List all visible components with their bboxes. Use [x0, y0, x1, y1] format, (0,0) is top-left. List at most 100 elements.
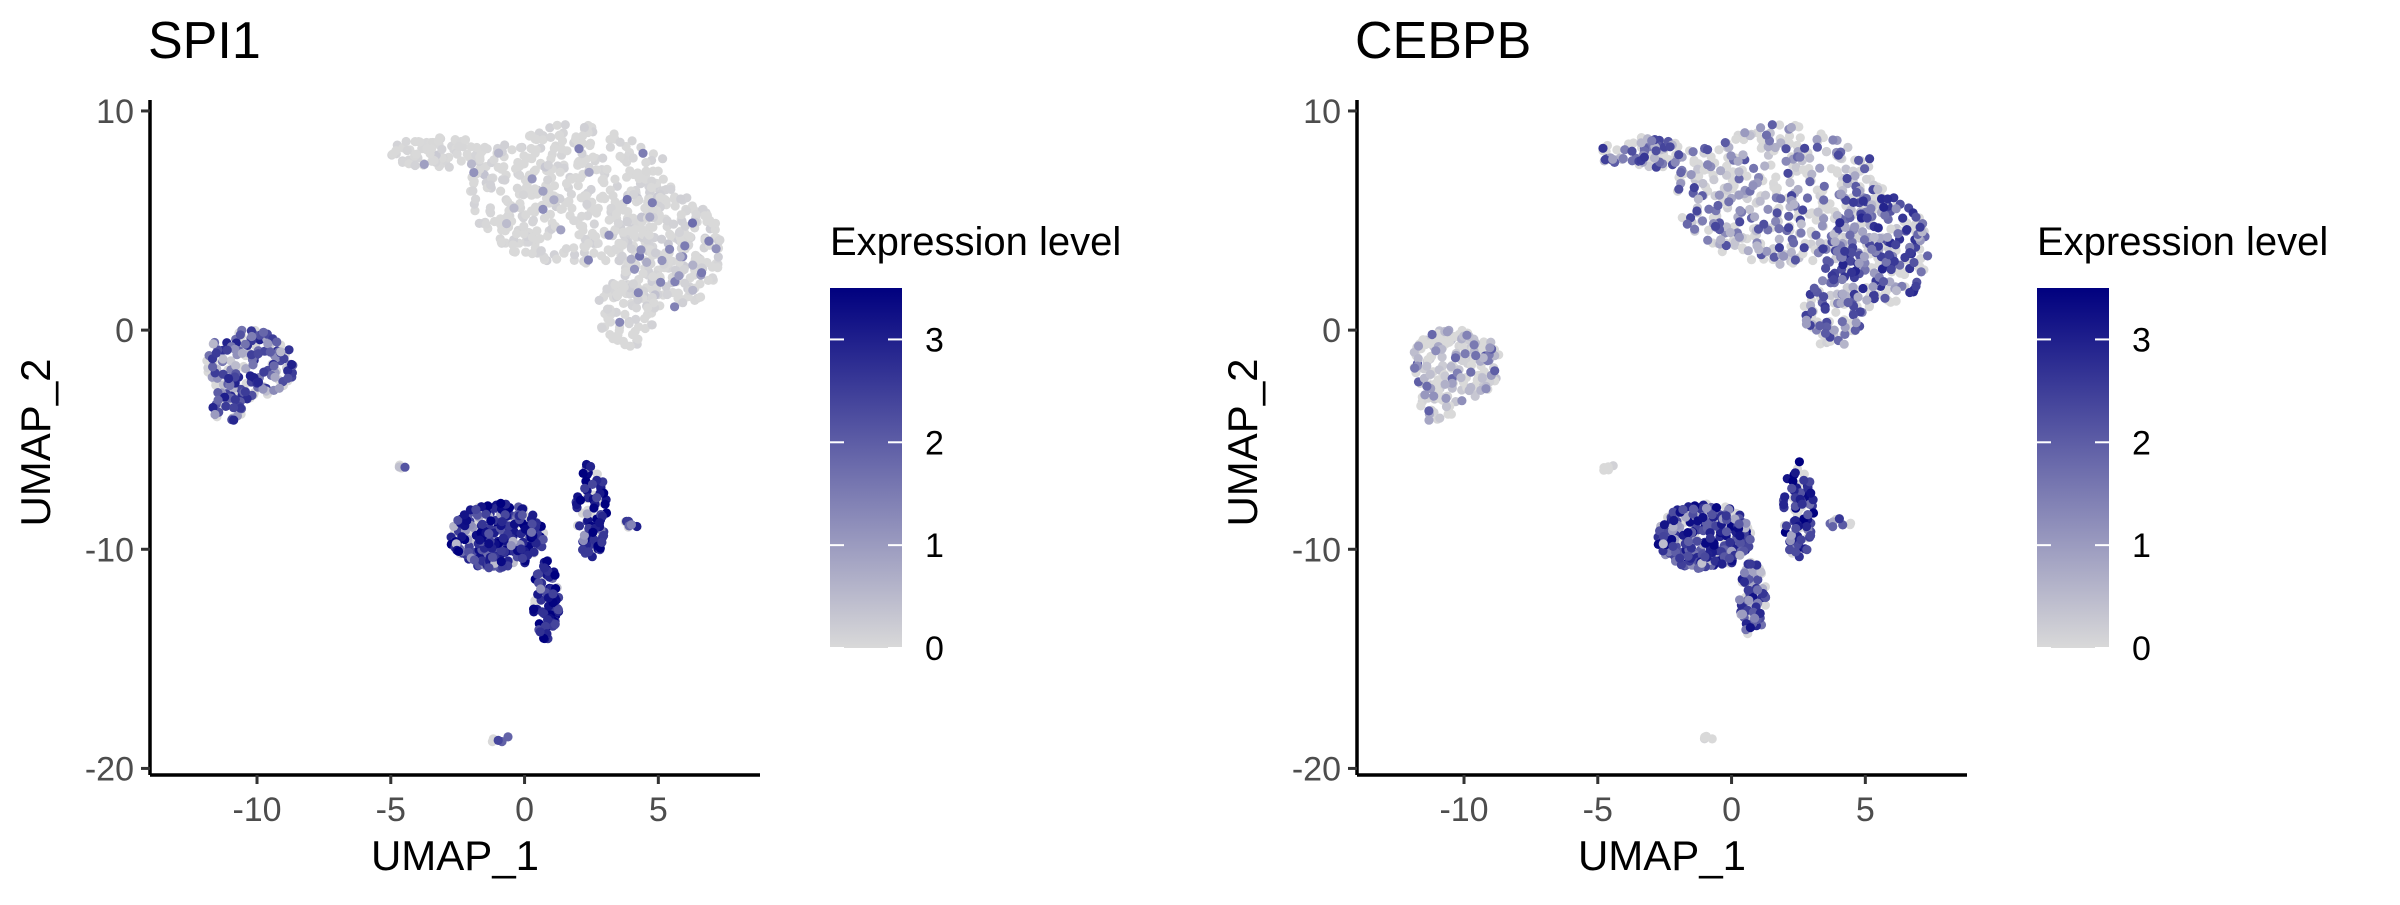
- cell-point: [1911, 212, 1921, 222]
- cell-point: [666, 184, 676, 194]
- cell-point: [208, 402, 218, 413]
- cell-point: [498, 533, 508, 543]
- cell-point: [1837, 317, 1847, 327]
- cell-point: [700, 211, 710, 221]
- cell-point: [1772, 208, 1782, 218]
- cell-point: [666, 231, 676, 241]
- cell-point: [1786, 247, 1796, 258]
- cell-point: [1704, 225, 1714, 235]
- color-legend: Expression level 0 1 2 3: [830, 220, 1121, 668]
- x-axis-ticks: -10 -5 0 5: [1439, 775, 1875, 829]
- cell-point: [1740, 128, 1750, 138]
- cell-point: [1820, 304, 1830, 314]
- cell-point: [1837, 274, 1847, 285]
- cell-point: [1889, 256, 1899, 266]
- cell-point: [1789, 238, 1799, 248]
- cell-point: [1819, 292, 1829, 302]
- cell-point: [629, 264, 640, 274]
- cell-point: [680, 241, 690, 251]
- cell-point: [1440, 379, 1450, 389]
- cell-point: [1743, 585, 1753, 595]
- cell-point: [676, 194, 686, 204]
- cell-point: [284, 345, 294, 355]
- x-tick-label: 0: [1722, 791, 1741, 829]
- cell-point: [1879, 202, 1889, 212]
- cell-point: [591, 165, 602, 175]
- cell-point: [1725, 537, 1735, 548]
- cell-point: [1422, 381, 1432, 391]
- cell-point: [1711, 221, 1721, 231]
- cell-point: [1745, 623, 1755, 633]
- cell-point: [1628, 138, 1639, 148]
- cell-point: [573, 181, 583, 191]
- cell-point: [586, 184, 596, 195]
- cell-point: [564, 196, 574, 206]
- cell-point: [437, 144, 447, 154]
- cell-point: [1923, 251, 1933, 261]
- cell-point: [486, 208, 496, 218]
- x-axis-label: UMAP_1: [371, 832, 539, 879]
- cell-point: [248, 360, 258, 370]
- cell-point: [596, 251, 607, 261]
- cell-point: [1867, 244, 1877, 254]
- cell-point: [647, 198, 657, 208]
- cell-point: [575, 495, 586, 505]
- cell-point: [283, 373, 293, 383]
- cell-point: [258, 384, 268, 394]
- cell-point: [536, 246, 546, 256]
- cell-point: [626, 244, 637, 254]
- cell-point: [620, 267, 631, 277]
- cell-point: [1830, 237, 1840, 247]
- cell-point: [1692, 206, 1702, 216]
- cell-point: [1869, 293, 1879, 304]
- cell-point: [1422, 361, 1432, 371]
- cell-point: [571, 132, 581, 142]
- cell-point: [1845, 230, 1855, 240]
- cell-point: [1808, 255, 1818, 266]
- cell-point: [1836, 298, 1846, 308]
- cell-point: [527, 519, 537, 529]
- cell-point: [1612, 145, 1622, 155]
- cell-point: [581, 191, 591, 201]
- cell-point: [589, 219, 599, 229]
- cell-point: [1639, 152, 1649, 162]
- cell-point: [1905, 287, 1915, 298]
- cell-point: [1674, 150, 1684, 160]
- cell-point: [636, 245, 646, 255]
- cell-point: [675, 252, 685, 262]
- cell-point: [1909, 257, 1919, 268]
- cell-point: [1811, 215, 1821, 225]
- cell-point: [1877, 264, 1887, 274]
- cell-point: [1846, 267, 1857, 278]
- cell-point: [1787, 483, 1797, 493]
- cell-point: [210, 409, 220, 420]
- cell-point: [642, 257, 652, 267]
- cell-point: [703, 275, 713, 285]
- cell-point: [553, 605, 564, 615]
- cell-point: [519, 151, 529, 161]
- cell-point: [1866, 204, 1876, 214]
- cell-point: [674, 271, 684, 281]
- cell-point: [696, 292, 706, 302]
- cell-point: [657, 255, 667, 266]
- cell-point: [587, 228, 598, 238]
- cell-point: [605, 142, 616, 152]
- cell-point: [1759, 219, 1769, 229]
- cell-point: [1781, 156, 1791, 166]
- cell-point: [1882, 232, 1893, 242]
- cell-point: [1776, 194, 1786, 204]
- cell-point: [1618, 154, 1628, 164]
- cell-point: [574, 144, 584, 154]
- cell-point: [235, 330, 245, 340]
- cell-point: [1431, 346, 1441, 356]
- cell-point: [713, 252, 723, 262]
- cell-point: [1762, 246, 1772, 256]
- cell-point: [1841, 164, 1851, 174]
- cell-point: [1692, 536, 1702, 546]
- cell-point: [402, 145, 412, 156]
- cell-point: [550, 570, 560, 580]
- cell-point: [539, 213, 550, 223]
- cell-point: [1812, 142, 1822, 152]
- cell-point: [1441, 402, 1452, 412]
- cell-point: [1794, 122, 1804, 132]
